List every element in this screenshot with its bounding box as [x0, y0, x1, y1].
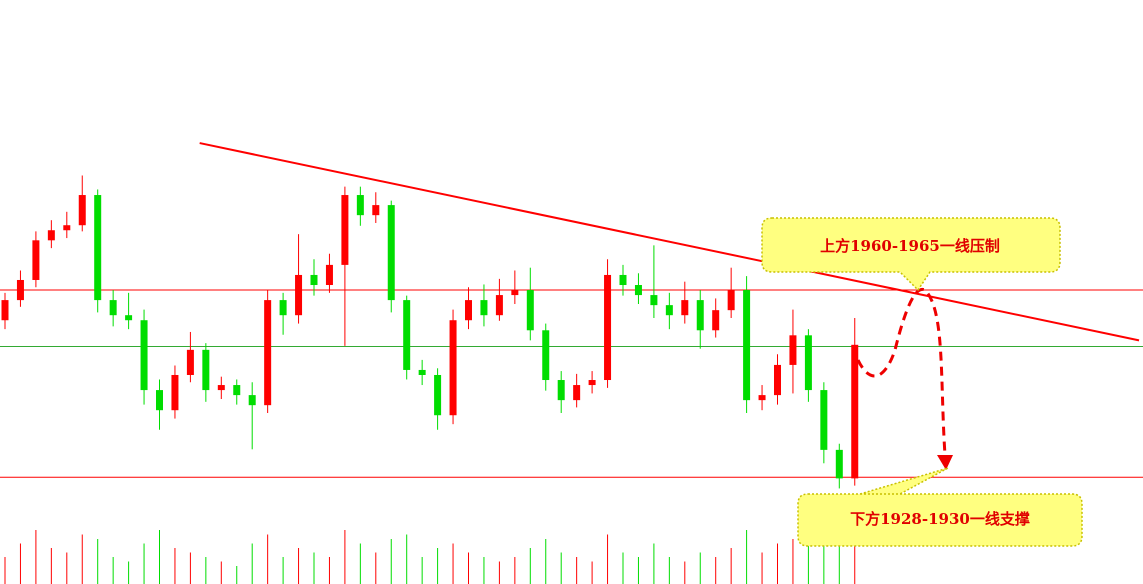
candle-body: [634, 285, 642, 296]
candle-body: [418, 369, 426, 375]
candle-body: [681, 300, 689, 316]
candle-body: [511, 290, 519, 296]
candle-body: [140, 320, 148, 391]
candle-body: [403, 300, 411, 370]
candle-body: [233, 385, 241, 396]
plot: [0, 142, 1143, 584]
candle-body: [434, 374, 442, 416]
candle-body: [372, 205, 380, 216]
candle-body: [604, 274, 612, 381]
candle-body: [94, 195, 102, 301]
candle-body: [650, 295, 658, 306]
candle-body: [743, 290, 751, 401]
candle-body: [47, 230, 55, 241]
candle-body: [63, 225, 71, 231]
callout-box: [797, 467, 1083, 547]
candle-body: [171, 374, 179, 411]
candle-body: [789, 335, 797, 365]
candle-body: [341, 195, 349, 265]
candle-body: [16, 279, 24, 301]
candle-body: [449, 320, 457, 416]
candle-body: [573, 385, 581, 401]
candle-body: [109, 300, 117, 316]
candle-body: [248, 395, 256, 406]
annotation: 上方1960-1965一线压制: [820, 237, 1000, 255]
trend-line: [199, 142, 1140, 342]
candle-body: [156, 390, 163, 411]
candle-body: [727, 290, 735, 311]
candle-body: [264, 300, 272, 406]
callout-box: [761, 217, 1061, 292]
annotation: 下方1928-1930一线支撑: [850, 510, 1030, 528]
candle-body: [310, 274, 318, 286]
candle-body: [279, 300, 287, 316]
candle-body: [202, 349, 210, 391]
candle-body: [480, 300, 488, 316]
arrow-head: [937, 455, 953, 470]
candle-body: [465, 300, 472, 321]
candle-body: [356, 195, 364, 216]
candle-body: [1, 300, 9, 321]
candle-body: [542, 330, 550, 381]
candle-body: [325, 264, 333, 286]
candle-body: [758, 395, 766, 401]
candle-body: [295, 274, 303, 316]
candle-body: [186, 349, 194, 375]
candle-body: [387, 205, 395, 301]
candle-body: [557, 380, 565, 401]
candle-body: [820, 390, 828, 450]
candle-body: [804, 335, 812, 391]
candle-body: [78, 195, 86, 226]
candle-body: [495, 295, 503, 316]
candle-body: [32, 240, 40, 280]
candle-body: [696, 300, 704, 331]
candle-body: [835, 449, 843, 479]
candle-body: [619, 274, 627, 286]
candle-body: [217, 385, 225, 391]
candle-body: [665, 305, 673, 316]
candle-body: [125, 315, 133, 321]
candle-body: [851, 344, 859, 479]
candle-body: [774, 364, 781, 396]
candle-body: [588, 380, 596, 386]
forecast-path: [856, 287, 947, 456]
candle-body: [526, 290, 534, 331]
candle-body: [712, 310, 720, 331]
